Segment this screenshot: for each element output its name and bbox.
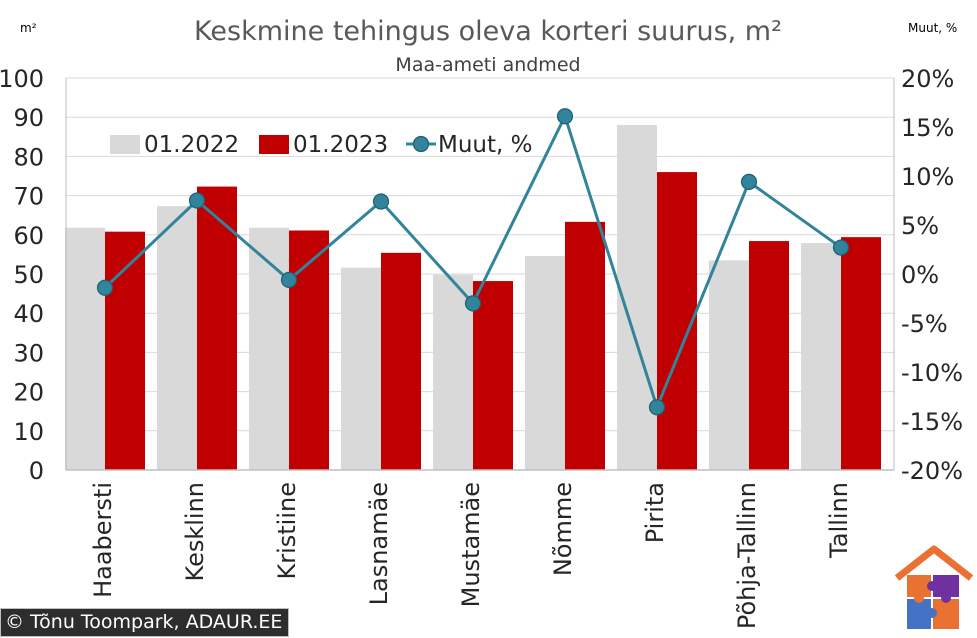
left-tick-label: 10 xyxy=(13,418,44,446)
category-label: Haabersti xyxy=(89,482,117,598)
legend-label-01-2022: 01.2022 xyxy=(144,132,239,158)
bar-01-2023 xyxy=(289,230,329,470)
left-tick-label: 90 xyxy=(13,104,44,132)
credit-label: © Tõnu Toompark, ADAUR.EE xyxy=(0,608,290,637)
right-tick-label: 5% xyxy=(901,212,939,240)
bar-01-2023 xyxy=(105,231,145,470)
right-axis-unit: Muut, % xyxy=(908,21,957,35)
change-line xyxy=(96,108,850,416)
legend-swatch-01-2022 xyxy=(110,135,140,154)
change-point xyxy=(464,295,482,312)
category-label: Kristiine xyxy=(273,482,301,580)
category-label: Lasnamäe xyxy=(365,482,393,605)
left-tick-label: 20 xyxy=(13,379,44,407)
category-label: Tallinn xyxy=(825,482,853,559)
left-tick-label: 40 xyxy=(13,300,44,328)
change-point xyxy=(832,239,850,256)
left-tick-label: 30 xyxy=(13,339,44,367)
left-tick-label: 50 xyxy=(13,261,44,289)
chart-subtitle: Maa-ameti andmed xyxy=(395,54,580,76)
category-label: Kesklinn xyxy=(181,482,209,581)
left-tick-labels: 0 10 20 30 40 50 60 70 80 90 100 xyxy=(0,65,44,485)
left-tick-label: 70 xyxy=(13,183,44,211)
right-tick-label: -20% xyxy=(901,457,963,485)
right-tick-label: -5% xyxy=(901,310,948,338)
right-tick-label: -15% xyxy=(901,408,963,436)
left-tick-label: 60 xyxy=(13,222,44,250)
bar-01-2022 xyxy=(801,243,841,470)
category-label: Mustamäe xyxy=(457,482,485,607)
change-point xyxy=(648,399,666,416)
legend-marker-muut xyxy=(412,135,430,153)
legend-swatch-01-2023 xyxy=(259,135,289,154)
right-tick-label: 15% xyxy=(901,114,954,142)
change-point xyxy=(188,192,206,209)
left-axis-unit: m² xyxy=(20,21,37,35)
category-label: Põhja-Tallinn xyxy=(733,482,761,629)
bar-01-2023 xyxy=(657,172,697,470)
bar-01-2023 xyxy=(197,186,237,471)
category-labels: Haabersti Kesklinn Kristiine Lasnamäe Mustam… xyxy=(89,482,853,629)
bar-01-2022 xyxy=(65,227,105,470)
bar-01-2023 xyxy=(749,241,789,470)
change-point xyxy=(556,108,574,125)
category-label: Pirita xyxy=(641,482,669,543)
bar-01-2023 xyxy=(841,237,881,470)
right-tick-label: 20% xyxy=(901,65,954,93)
bar-01-2023 xyxy=(473,281,513,470)
right-tick-label: 10% xyxy=(901,163,954,191)
bar-01-2022 xyxy=(249,227,289,470)
left-tick-label: 0 xyxy=(29,457,44,485)
right-tick-labels: -20% -15% -10% -5% 0% 5% 10% 15% 20% xyxy=(901,65,963,485)
right-tick-label: 0% xyxy=(901,261,939,289)
change-point xyxy=(96,279,114,296)
bar-01-2022 xyxy=(525,255,565,470)
bar-01-2023 xyxy=(565,221,605,470)
legend: 01.2022 01.2023 Muut, % xyxy=(110,132,533,158)
right-tick-label: -10% xyxy=(901,359,963,387)
change-point xyxy=(280,271,298,288)
change-point xyxy=(372,193,390,210)
bars xyxy=(65,125,881,471)
left-tick-label: 100 xyxy=(0,65,44,93)
bar-01-2022 xyxy=(157,206,197,470)
legend-label-muut: Muut, % xyxy=(438,132,533,158)
house-puzzle-logo xyxy=(894,545,974,629)
bar-01-2022 xyxy=(341,267,381,470)
legend-label-01-2023: 01.2023 xyxy=(293,132,388,158)
bar-01-2023 xyxy=(381,252,421,470)
axes xyxy=(65,78,895,471)
category-label: Nõmme xyxy=(549,482,577,576)
bar-01-2022 xyxy=(709,260,749,470)
chart-title: Keskmine tehingus oleva korteri suurus, … xyxy=(194,16,782,47)
left-tick-label: 80 xyxy=(13,143,44,171)
change-point xyxy=(740,173,758,190)
